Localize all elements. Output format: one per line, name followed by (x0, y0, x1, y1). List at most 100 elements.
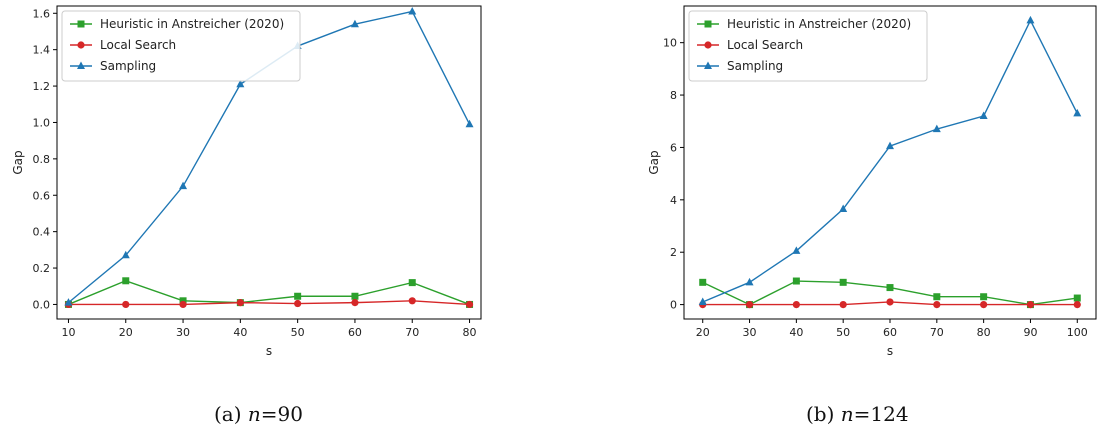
data-point (236, 79, 245, 88)
data-point (980, 293, 988, 301)
line-chart-b: 20 30 40 50 60 70 80 90 100 0 2 4 6 8 10 s Gap Heuristic … (647, 5, 1097, 358)
data-point (1026, 15, 1035, 24)
y-tick-label: 0.6 (33, 189, 51, 202)
data-point (792, 246, 801, 254)
y-axis-label: Gap (11, 150, 25, 174)
legend-box (61, 10, 301, 82)
plot-frame (56, 5, 482, 320)
x-tick-label: 60 (883, 326, 897, 339)
data-point (886, 141, 894, 150)
data-point (839, 204, 848, 212)
data-point (465, 300, 474, 309)
data-point (351, 299, 359, 307)
data-point (236, 299, 244, 307)
data-point (179, 300, 187, 309)
data-point (699, 278, 707, 286)
line-chart-a: 10 20 30 40 50 60 70 80 0.0 0.2 0.4 0.6 0.8 1.0 1.2 1.4… (11, 5, 482, 358)
y-tick-label: 0.2 (33, 262, 51, 275)
data-point (350, 19, 359, 28)
data-point (745, 277, 754, 286)
x-tick-label: 40 (789, 326, 803, 339)
chart-panel-b: 20 30 40 50 60 70 80 90 100 0 2 4 6 8 10 s Gap Heuristic … (636, 0, 1100, 380)
x-tick-label: 100 (1067, 326, 1088, 339)
x-axis-label: s (887, 344, 893, 358)
x-tick-label: 50 (291, 326, 305, 339)
y-tick-label: 8 (670, 89, 677, 102)
x-tick-label: 70 (405, 326, 419, 339)
x-tick-label: 20 (119, 326, 133, 339)
data-point (886, 298, 894, 306)
data-point (933, 300, 941, 309)
data-point (294, 299, 302, 308)
y-tick-label: 0.4 (33, 226, 51, 239)
data-point (792, 300, 800, 309)
x-tick-label: 30 (743, 326, 757, 339)
y-tick-label: 1.0 (33, 116, 51, 129)
x-tick-label: 40 (233, 326, 247, 339)
y-tick-label: 1.2 (33, 80, 51, 93)
data-point (1073, 294, 1081, 302)
data-point (932, 124, 941, 133)
legend-marker (77, 20, 85, 28)
y-tick-label: 10 (663, 37, 677, 50)
caption-a: (a) n=90 (214, 402, 303, 426)
data-point (933, 293, 941, 301)
legend-marker (704, 61, 712, 69)
y-tick-label: 2 (670, 246, 677, 259)
x-tick-label: 10 (61, 326, 75, 339)
legend-entry: Sampling (100, 59, 156, 73)
legend-marker (704, 41, 712, 49)
y-tick-label: 4 (670, 194, 677, 207)
data-point (294, 292, 302, 300)
legend-entry: Local Search (727, 38, 803, 52)
data-point (121, 250, 130, 259)
y-axis-label: Gap (647, 150, 661, 174)
y-tick-label: 1.4 (33, 44, 51, 57)
series-line (68, 300, 470, 306)
y-tick-label: 6 (670, 141, 677, 154)
data-point (1073, 108, 1082, 117)
legend: Heuristic in Anstreicher (2020) Local Sea… (688, 10, 928, 82)
data-point (980, 300, 988, 309)
x-tick-label: 50 (836, 326, 850, 339)
legend-marker (77, 41, 85, 49)
y-tick-label: 0 (670, 299, 677, 312)
series-2 (698, 15, 1082, 305)
data-point (122, 300, 130, 309)
chart-panel-a: 10 20 30 40 50 60 70 80 0.0 0.2 0.4 0.6 0.8 1.0 1.2 1.4… (0, 0, 490, 380)
legend-entry: Sampling (727, 59, 783, 73)
x-tick-label: 60 (348, 326, 362, 339)
data-point (408, 297, 416, 305)
data-point (64, 298, 73, 306)
legend-entry: Heuristic in Anstreicher (2020) (100, 17, 284, 31)
data-point (408, 279, 416, 287)
x-tick-label: 90 (1023, 326, 1037, 339)
legend-marker (704, 20, 712, 28)
x-tick-label: 70 (930, 326, 944, 339)
y-tick-label: 1.6 (33, 7, 51, 20)
legend-marker (77, 61, 85, 69)
legend: Heuristic in Anstreicher (2020) Local Sea… (61, 10, 301, 82)
data-point (1026, 300, 1035, 309)
x-tick-label: 20 (696, 326, 710, 339)
x-tick-label: 80 (977, 326, 991, 339)
data-point (179, 181, 188, 190)
x-tick-label: 30 (176, 326, 190, 339)
data-point (179, 297, 187, 305)
legend-entry: Local Search (100, 38, 176, 52)
data-point (979, 111, 988, 120)
series-line (68, 280, 470, 306)
legend-entry: Heuristic in Anstreicher (2020) (727, 17, 911, 31)
data-point (792, 277, 800, 285)
y-tick-label: 0.0 (33, 298, 51, 311)
data-point (465, 119, 474, 128)
data-point (839, 300, 847, 309)
y-tick-label: 0.8 (33, 153, 51, 166)
data-point (886, 284, 894, 292)
legend-box (688, 10, 928, 82)
data-point (839, 278, 847, 286)
data-point (351, 292, 359, 300)
data-point (698, 297, 707, 305)
caption-b: (b) n=124 (806, 402, 909, 426)
data-point (1073, 300, 1081, 309)
